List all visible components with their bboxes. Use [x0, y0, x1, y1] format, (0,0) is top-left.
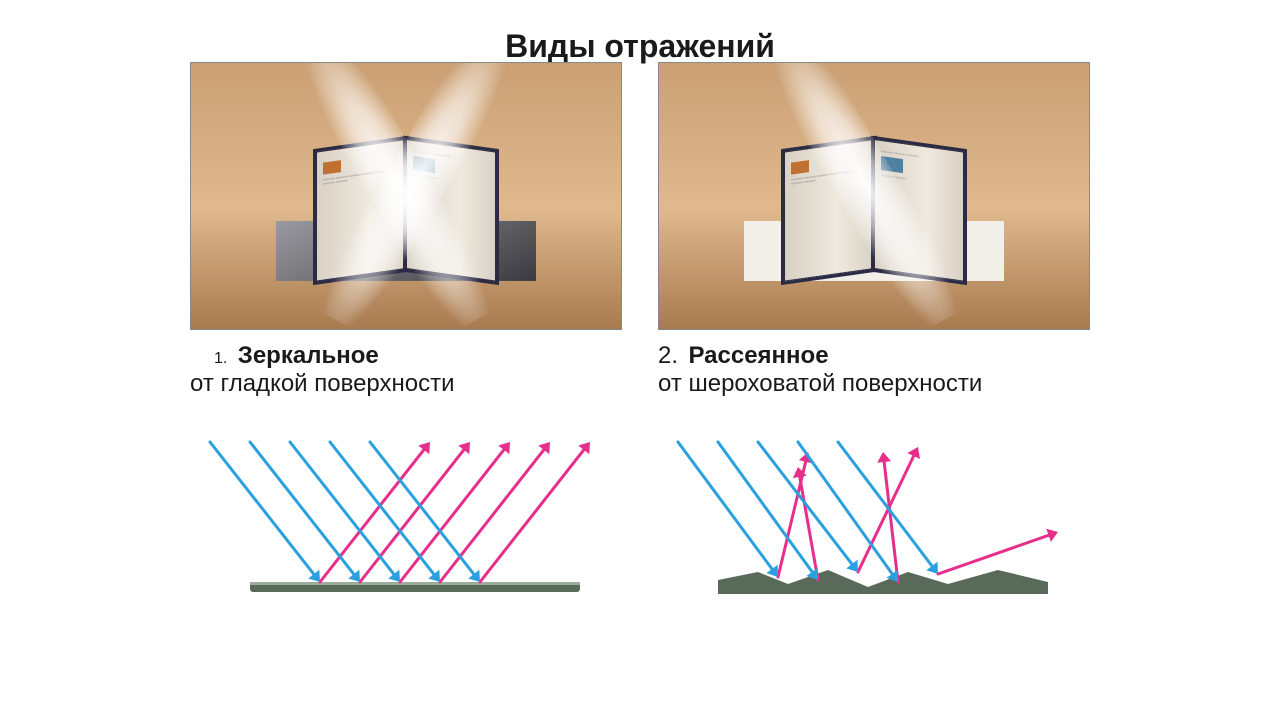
- diagram-diffuse: [658, 422, 1090, 622]
- label-specular: 1. Зеркальное от гладкой поверхности: [190, 342, 622, 398]
- page-title: Виды отражений: [0, 28, 1280, 65]
- label-diffuse: 2. Рассеянное от шероховатой поверхности: [658, 342, 1090, 398]
- label-sub-diffuse: от шероховатой поверхности: [658, 370, 1090, 398]
- diagram-specular: [190, 422, 622, 622]
- label-title-specular: Зеркальное: [238, 342, 379, 369]
- labels-row: 1. Зеркальное от гладкой поверхности 2. …: [190, 342, 1090, 398]
- label-num-1: 1.: [214, 350, 227, 368]
- label-title-diffuse: Рассеянное: [688, 342, 828, 369]
- illustration-panels: xxxxxxxx xxxxxxxx xxxxxxxx xxxxxxxx xxxx…: [190, 62, 1090, 330]
- panel-specular: xxxxxxxx xxxxxxxx xxxxxxxx xxxxxxxx xxxx…: [190, 62, 622, 330]
- label-sub-specular: от гладкой поверхности: [190, 370, 622, 398]
- ray-diagrams: [190, 422, 1090, 622]
- panel-diffuse: xxxxxxxx xxxxxxxx xxxxxxxx xxxxxxxx xxxx…: [658, 62, 1090, 330]
- label-num-2: 2.: [658, 342, 678, 370]
